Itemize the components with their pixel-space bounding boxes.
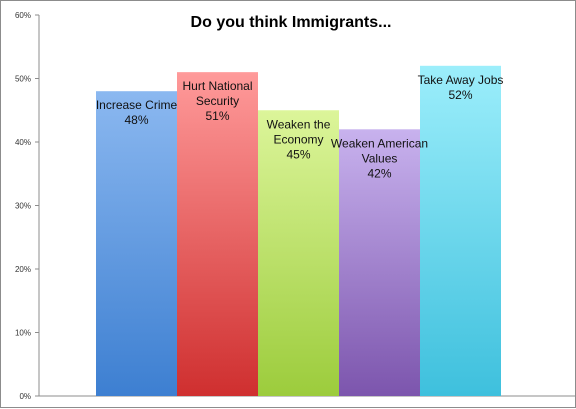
y-tick-label: 60%	[15, 11, 31, 20]
y-tick-label: 30%	[15, 202, 31, 211]
y-tick-label: 50%	[15, 75, 31, 84]
bar-category-label: Weaken American	[331, 136, 428, 150]
y-tick-label: 0%	[19, 392, 31, 401]
bar-category-label: Take Away Jobs	[418, 73, 504, 87]
bar-value-label: 45%	[286, 147, 310, 161]
bar-category-label: Hurt National	[182, 79, 252, 93]
bar-category-label: Security	[196, 94, 239, 108]
chart-title: Do you think Immigrants...	[191, 14, 392, 31]
bar-value-label: 51%	[205, 109, 229, 123]
bar-category-label: Values	[362, 151, 398, 165]
y-tick-label: 40%	[15, 138, 31, 147]
bar-value-label: 52%	[448, 88, 472, 102]
bar-value-label: 48%	[124, 113, 148, 127]
bar-category-label: Weaken the	[267, 117, 331, 131]
y-tick-label: 10%	[15, 329, 31, 338]
bar	[96, 91, 177, 396]
bar	[258, 110, 339, 396]
bar	[339, 129, 420, 397]
bars-layer	[96, 65, 501, 397]
bar	[177, 72, 258, 397]
bar	[420, 65, 501, 397]
y-tick-label: 20%	[15, 265, 31, 274]
bar-category-label: Increase Crime	[96, 98, 178, 112]
bar-value-label: 42%	[367, 166, 391, 180]
bar-category-label: Economy	[273, 132, 323, 146]
